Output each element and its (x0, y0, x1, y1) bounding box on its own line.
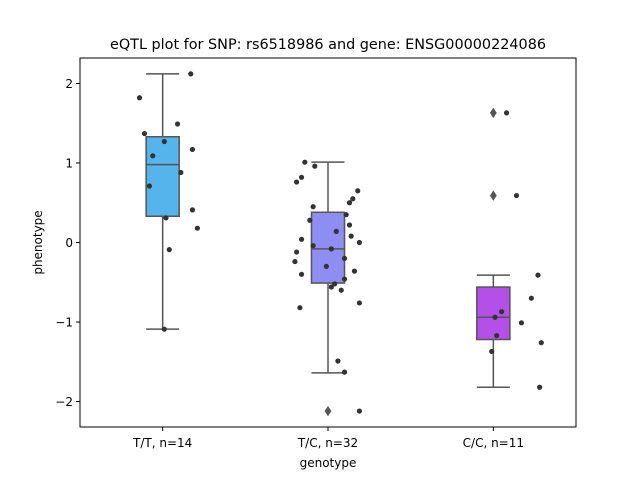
data-point (535, 272, 541, 278)
x-tick-label: T/T, n=14 (132, 436, 192, 450)
data-point (328, 284, 334, 290)
box-0 (145, 135, 180, 218)
data-point (494, 332, 500, 339)
data-point (492, 314, 498, 320)
data-point (150, 153, 156, 159)
data-point (341, 255, 348, 262)
data-point (161, 138, 167, 145)
data-point (518, 320, 525, 326)
data-point (333, 228, 339, 234)
data-point (528, 295, 534, 301)
data-point (351, 268, 358, 274)
data-point (350, 196, 356, 202)
x-axis-label: genotype (300, 456, 357, 470)
data-point (163, 215, 169, 221)
data-point (293, 179, 300, 185)
data-point (297, 305, 303, 311)
y-axis-label: phenotype (31, 210, 45, 274)
data-point (537, 384, 543, 390)
data-point (293, 249, 300, 255)
data-point (189, 207, 196, 213)
data-point (338, 287, 344, 293)
outlier-marker (324, 405, 332, 417)
y-tick-label: 1 (65, 156, 73, 170)
data-point (503, 110, 510, 116)
data-point (166, 247, 172, 253)
box-1 (310, 211, 346, 284)
data-point (188, 71, 194, 77)
data-point (356, 408, 363, 414)
data-point (161, 326, 167, 332)
data-point (346, 200, 353, 206)
data-point (302, 159, 308, 165)
data-point (178, 169, 184, 176)
data-point (513, 192, 520, 199)
box-2 (476, 286, 511, 341)
data-point (298, 271, 305, 277)
outlier-marker (489, 190, 497, 201)
data-point (335, 358, 341, 364)
data-point (189, 146, 196, 153)
data-point (146, 183, 153, 189)
data-point (341, 276, 348, 282)
data-point (174, 121, 181, 127)
y-tick-label: 0 (65, 236, 73, 250)
data-point (356, 300, 363, 306)
x-tick-label: T/C, n=32 (297, 436, 358, 450)
data-point (489, 348, 495, 355)
data-point (310, 204, 316, 210)
data-point (346, 222, 353, 228)
data-point (194, 225, 200, 231)
data-point (328, 246, 334, 252)
plot-area (136, 71, 544, 417)
chart-title: eQTL plot for SNP: rs6518986 and gene: E… (110, 37, 546, 53)
y-tick-label: −2 (55, 395, 73, 409)
y-tick-label: −1 (55, 316, 73, 330)
y-tick-label: 2 (65, 77, 73, 91)
data-point (298, 174, 305, 180)
data-point (356, 239, 363, 246)
data-point (312, 163, 318, 169)
axes: −2 −1 0 1 2 T/T, n=14 T/C, n=32 C/C, n=11 (55, 77, 524, 450)
data-point (323, 263, 329, 269)
data-point (538, 340, 544, 346)
data-point (310, 243, 316, 249)
data-point (341, 369, 348, 375)
data-point (499, 309, 505, 315)
data-point (307, 217, 313, 223)
data-point (332, 281, 338, 287)
data-point (141, 130, 148, 137)
data-point (348, 233, 354, 239)
data-point (343, 212, 349, 218)
data-point (355, 188, 361, 194)
x-tick-label: C/C, n=11 (463, 436, 524, 450)
data-point (298, 236, 305, 242)
outlier-marker (489, 107, 497, 119)
data-point (292, 258, 298, 265)
data-point (136, 95, 143, 101)
